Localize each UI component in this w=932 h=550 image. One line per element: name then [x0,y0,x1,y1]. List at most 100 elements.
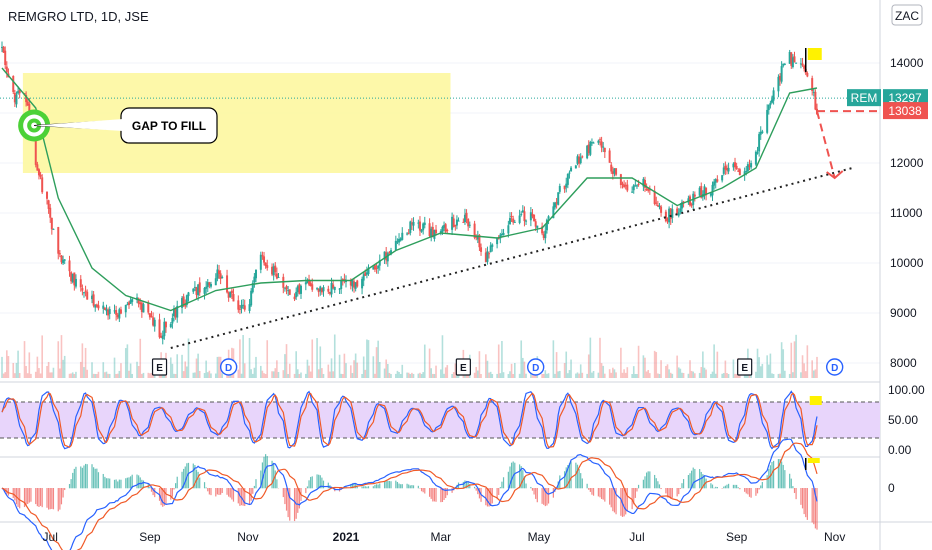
candle-body [590,142,593,144]
candle-body [250,290,253,306]
volume-bar [317,369,320,378]
macd-histogram-bar [184,466,186,489]
volume-bar [383,368,386,378]
macd-signal-line [1,442,818,550]
macd-histogram-bar [806,488,808,520]
candle-body [507,225,510,234]
volume-bar [6,350,8,378]
macd-histogram-bar [467,481,469,489]
volume-bar [575,373,577,378]
volume-bar [612,367,614,378]
volume-bar [361,373,363,378]
macd-histogram-bar [768,468,770,489]
candle-body [304,282,307,285]
time-tick-label: Jul [629,530,644,544]
candle-body [446,229,449,231]
candle-body [174,309,177,318]
volume-bar [126,344,129,378]
candle-body [293,296,296,300]
volume-bar [141,373,143,378]
macd-histogram-bar [771,461,773,489]
macd-histogram-bar [805,488,807,518]
volume-bar [578,373,580,378]
dividend-marker-label: D [831,363,838,374]
volume-bar [507,373,510,378]
candle-body [489,245,492,253]
volume-bar [657,373,659,378]
volume-bar [422,372,424,378]
volume-bar [38,368,40,378]
time-axis: Jul Sep Nov 2021 Mar May Jul Sep Nov [43,530,846,544]
candle-body [743,171,746,176]
macd-histogram-bar [52,488,55,510]
macd-histogram-bar [689,473,691,489]
earnings-marker-icon [737,358,753,376]
volume-bar [489,371,492,378]
projection-line [816,110,836,179]
macd-histogram-bar [543,488,545,505]
candle-body [529,212,532,221]
volume-bar [668,369,670,378]
macd-histogram-bar [298,488,300,509]
candle-body [420,230,423,232]
candle-body [655,202,658,204]
volume-bar [137,365,140,378]
arrow-head-icon [826,170,844,180]
candle-body [520,213,523,215]
volume-bar [239,339,241,378]
macd-histogram-bar [86,464,88,489]
candle-body [208,282,211,286]
earnings-marker-label: E [741,363,748,374]
volume-bar [296,369,299,378]
macd-histogram-bar [626,488,628,511]
currency-badge[interactable]: ZAC [891,4,923,26]
volume-bar [25,366,27,378]
candle-body [619,174,622,185]
candle-body [160,336,163,338]
volume-bar [443,373,445,378]
volume-bar [62,359,64,378]
macd-histogram-bar [284,488,286,505]
volume-bar [710,373,712,378]
macd-histogram-bar [676,488,678,497]
macd-histogram-bar [750,488,752,498]
volume-bar [510,363,513,378]
candle-body [705,187,708,196]
macd-histogram-bar [285,488,288,511]
macd-histogram-bar [274,470,276,489]
macd-histogram-bar [46,488,48,508]
macd-histogram-bar [327,482,329,489]
volume-bar [637,345,640,378]
candle-body [690,204,693,206]
candle-body [658,205,661,208]
volume-bar [557,371,559,378]
volume-bar [181,354,183,378]
macd-histogram-bar [490,488,492,507]
candle-body [57,227,60,254]
volume-bar [263,373,265,378]
volume-bar [388,372,391,378]
volume-bar [59,368,61,378]
candle-body [542,234,545,238]
candle-body [463,214,466,223]
candle-body [398,238,401,243]
candle-body [578,156,581,164]
candle-body [664,211,667,222]
volume-bar [94,373,97,378]
volume-bar [147,372,150,378]
volume-bar [399,373,402,378]
volume-bar [374,373,376,378]
macd-histogram-bar [237,488,239,504]
macd-histogram-bar [514,462,516,489]
candle-body [452,218,455,228]
macd-histogram-bar [781,461,783,489]
volume-bar [1,356,3,378]
volume-bar [509,371,511,378]
macd-histogram-bar [634,488,636,498]
macd-histogram-bar [406,483,408,489]
macd-histogram-bar [83,465,85,489]
macd-histogram-bar [679,488,681,489]
macd-histogram-bar [446,488,448,496]
volume-bar [743,373,746,378]
macd-histogram-bar [120,479,122,489]
